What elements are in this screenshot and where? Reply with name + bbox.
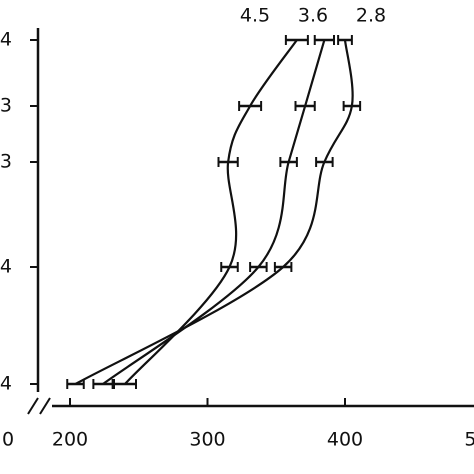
x-tick-label: 400	[327, 429, 363, 451]
error-bar	[113, 379, 137, 389]
x-tick-label: 300	[189, 429, 225, 451]
error-bar	[273, 262, 293, 272]
error-bar	[238, 101, 263, 111]
error-bar	[294, 101, 316, 111]
legend-label: 4.5	[240, 5, 270, 27]
x-tick-label: 0	[2, 429, 14, 451]
series-line	[124, 39, 298, 385]
error-bar	[342, 101, 362, 111]
y-tick-label: 3	[0, 151, 12, 173]
error-bar	[313, 35, 335, 45]
error-bar	[337, 35, 353, 45]
y-tick-label: 4	[0, 373, 12, 395]
y-tick-label: 3	[0, 95, 12, 117]
error-bar	[66, 379, 85, 389]
error-bar	[220, 262, 239, 272]
x-tick-label: 200	[52, 429, 88, 451]
legend-label: 3.6	[298, 5, 328, 27]
error-bar	[284, 35, 309, 45]
error-bar	[217, 157, 239, 167]
legend-label: 2.8	[356, 5, 386, 27]
error-bar	[249, 262, 268, 272]
series-line	[102, 39, 326, 385]
y-tick-label: 4	[0, 29, 12, 51]
series-line	[74, 39, 354, 385]
error-bar	[92, 379, 114, 389]
x-tick-label: 500	[464, 429, 474, 451]
error-bar	[279, 157, 298, 167]
y-tick-label: 4	[0, 256, 12, 278]
axis-break	[27, 397, 39, 415]
error-bar	[315, 157, 334, 167]
axis-break	[39, 397, 51, 415]
